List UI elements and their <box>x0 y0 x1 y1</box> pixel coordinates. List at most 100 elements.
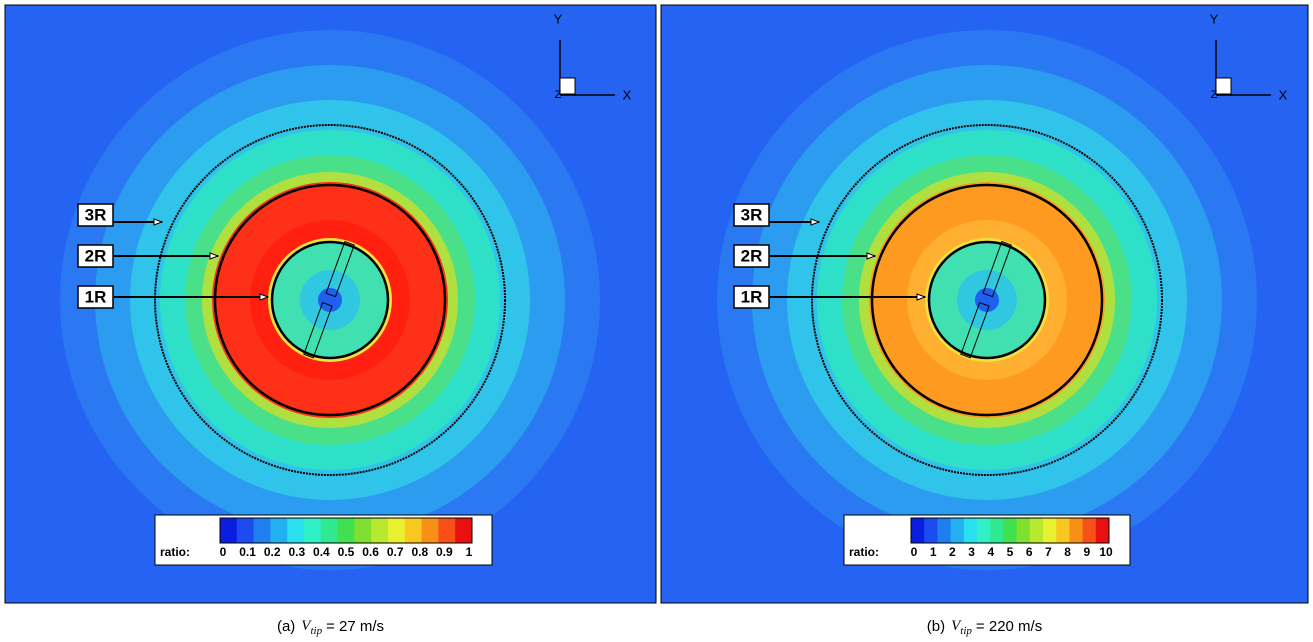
ring-label-box <box>733 203 770 227</box>
arrow-head <box>810 218 821 226</box>
colorbar-step <box>1029 518 1044 543</box>
blade <box>982 240 1012 298</box>
axis-y-label: Y <box>554 11 563 26</box>
colorbar-tick-label: 0 <box>220 545 227 559</box>
axis-x-label: X <box>623 87 632 102</box>
colorbar-step <box>354 518 372 543</box>
arrow-head <box>916 293 927 301</box>
colorbar-tick-label: 8 <box>1064 545 1071 559</box>
axis-y-label: Y <box>1210 11 1219 26</box>
colorbar-step <box>1056 518 1070 543</box>
ring <box>870 183 1104 417</box>
colorbar-tick-label: 7 <box>1045 545 1052 559</box>
axis-z-box <box>1215 77 1232 95</box>
ring <box>811 124 1163 476</box>
colorbar-tick-label: 0.9 <box>436 545 453 559</box>
colorbar-step <box>337 518 355 543</box>
colorbar-tick-label: 1 <box>930 545 937 559</box>
arrow-head <box>866 252 877 260</box>
axis-z-label: Z <box>555 89 562 101</box>
colorbar-step <box>963 518 978 543</box>
colorbar-step <box>977 518 991 543</box>
contour-band <box>318 288 342 312</box>
ring-label-box <box>733 244 770 268</box>
colorbar-step <box>1069 518 1084 543</box>
colorbar-step <box>253 518 271 543</box>
colorbar-tick-label: 0.8 <box>411 545 428 559</box>
colorbar-tick-label: 2 <box>949 545 956 559</box>
ring-label-box <box>77 203 114 227</box>
colorbar-tick-label: 0.1 <box>239 545 256 559</box>
colorbar-step <box>455 518 473 543</box>
caption: (b) Vtip = 220 m/s <box>927 618 1042 637</box>
colorbar-label: ratio: <box>849 545 879 559</box>
ring-label-box <box>733 285 770 309</box>
colorbar-step <box>371 518 389 543</box>
colorbar-step <box>388 518 406 543</box>
ring-label-box <box>77 285 114 309</box>
colorbar-tick-label: 1 <box>466 545 473 559</box>
ring <box>213 183 447 417</box>
ring-label-box <box>77 244 114 268</box>
colorbar-step <box>1095 518 1110 543</box>
ring-label: 2R <box>85 246 107 265</box>
colorbar-step <box>1082 518 1097 543</box>
colorbar-label: ratio: <box>160 545 190 559</box>
colorbar-tick-label: 0.6 <box>362 545 379 559</box>
blade <box>325 240 355 298</box>
colorbar-step <box>320 518 339 543</box>
colorbar-step <box>1016 518 1031 543</box>
arrow-head <box>209 252 220 260</box>
axis-x-label: X <box>1279 87 1288 102</box>
colorbar-tick-label: 5 <box>1007 545 1014 559</box>
colorbar-tick-label: 3 <box>968 545 975 559</box>
caption: (a) Vtip = 27 m/s <box>277 618 384 637</box>
axis-z-box <box>559 77 576 95</box>
colorbar-step <box>911 518 925 543</box>
colorbar-step <box>924 518 938 543</box>
colorbar-tick-label: 9 <box>1083 545 1090 559</box>
colorbar-step <box>270 518 288 543</box>
colorbar-tick-label: 0.2 <box>264 545 281 559</box>
colorbar-step <box>990 518 1004 543</box>
caption-symbol: V <box>301 618 312 634</box>
contour-band <box>975 288 999 312</box>
colorbar-tick-label: 0.7 <box>387 545 404 559</box>
colorbar-step <box>236 518 255 543</box>
arrow-head <box>259 293 270 301</box>
ring-label: 1R <box>85 287 107 306</box>
colorbar-step <box>220 518 238 543</box>
colorbar-tick-label: 0.5 <box>338 545 355 559</box>
ring <box>927 240 1047 360</box>
caption-label: (a) <box>277 618 295 635</box>
colorbar-tick-label: 4 <box>987 545 994 559</box>
colorbar-step <box>304 518 322 543</box>
colorbar-step <box>287 518 305 543</box>
caption-label: (b) <box>927 618 945 635</box>
axis-z-label: Z <box>1211 89 1218 101</box>
ring-label: 3R <box>741 205 763 224</box>
colorbar-frame <box>219 517 473 544</box>
ring <box>270 240 390 360</box>
ring-label: 1R <box>741 287 763 306</box>
colorbar-step <box>937 518 952 543</box>
colorbar-step <box>404 518 423 543</box>
colorbar-tick-label: 0.3 <box>288 545 305 559</box>
ring <box>154 124 506 476</box>
ring-label: 3R <box>85 205 107 224</box>
caption-subscript: tip <box>310 625 322 637</box>
blade <box>960 302 990 359</box>
colorbar-step <box>438 518 456 543</box>
ring-label: 2R <box>741 246 763 265</box>
colorbar-tick-label: 0 <box>911 545 918 559</box>
caption-text: = 220 m/s <box>976 618 1042 635</box>
colorbar-step <box>950 518 965 543</box>
blade <box>303 302 333 359</box>
caption-symbol: V <box>951 618 962 634</box>
caption-text: = 27 m/s <box>326 618 384 635</box>
colorbar-step <box>421 518 439 543</box>
colorbar-step <box>1003 518 1018 543</box>
